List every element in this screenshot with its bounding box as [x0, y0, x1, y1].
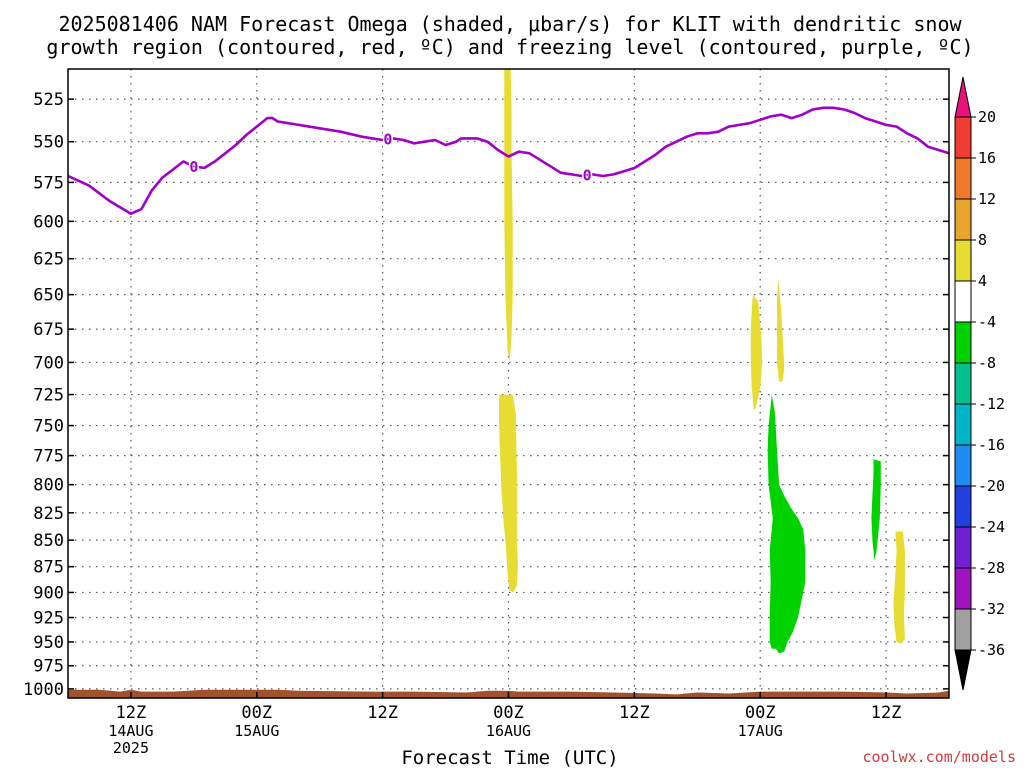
colorbar-label: -16 [978, 436, 1005, 454]
colorbar-band [954, 280, 972, 323]
colorbar-label: 20 [978, 108, 996, 126]
chart-title-line2: growth region (contoured, red, ºC) and f… [46, 35, 973, 59]
y-tick-label: 675 [33, 320, 64, 340]
colorbar: 20 16 12 8 4 -4 -8 -12 -16 -20 -24 -28 -32 -36 [954, 76, 1005, 691]
colorbar-band [954, 198, 972, 241]
colorbar-label: -24 [978, 518, 1005, 536]
freezing-level-label: 0 [583, 167, 592, 185]
colorbar-band [954, 239, 972, 282]
y-tick-label: 850 [33, 531, 64, 551]
freezing-level-label: 0 [383, 131, 392, 149]
y-tick-label: 975 [33, 657, 64, 677]
x-axis-label: Forecast Time (UTC) [401, 747, 618, 768]
colorbar-label: -12 [978, 395, 1005, 413]
freezing-level-contour: 0 0 0 [67, 106, 950, 215]
y-tick-label: 650 [33, 286, 64, 306]
colorbar-label: -36 [978, 641, 1005, 659]
y-axis-ticks: 525 550 575 600 625 650 675 700 725 750 775 800 825 8… [23, 90, 949, 700]
colorbar-band [954, 116, 972, 159]
x-tick-date: 14AUG [108, 722, 153, 740]
x-tick-date: 16AUG [486, 722, 531, 740]
x-tick-year: 2025 [113, 739, 149, 757]
omega-region [504, 69, 513, 363]
colorbar-label: 16 [978, 149, 996, 167]
x-tick-label: 00Z [745, 703, 776, 723]
omega-shading [499, 69, 905, 654]
colorbar-band [954, 157, 972, 200]
y-tick-label: 900 [33, 583, 64, 603]
y-tick-label: 775 [33, 447, 64, 467]
y-tick-label: 800 [33, 476, 64, 496]
x-tick-label: 12Z [116, 703, 147, 723]
y-tick-label: 925 [33, 609, 64, 629]
x-tick-label: 12Z [619, 703, 650, 723]
colorbar-label: -4 [978, 313, 996, 331]
y-tick-label: 550 [33, 133, 64, 153]
colorbar-under-arrow [954, 649, 972, 691]
colorbar-band [954, 567, 972, 610]
colorbar-label: -28 [978, 559, 1005, 577]
y-tick-label: 700 [33, 353, 64, 373]
x-tick-label: 12Z [367, 703, 398, 723]
credit-text: coolwx.com/models [862, 748, 1016, 766]
y-tick-label: 750 [33, 417, 64, 437]
contour-label-bg [382, 131, 393, 148]
colorbar-band [954, 444, 972, 487]
x-tick-date: 17AUG [738, 722, 783, 740]
colorbar-band [954, 526, 972, 569]
colorbar-band [954, 321, 972, 364]
colorbar-band [954, 608, 972, 651]
colorbar-label: -32 [978, 600, 1005, 618]
omega-region [499, 394, 518, 593]
y-tick-label: 600 [33, 212, 64, 232]
x-tick-date: 15AUG [234, 722, 279, 740]
y-tick-label: 625 [33, 250, 64, 270]
y-tick-label: 950 [33, 633, 64, 653]
omega-region [871, 459, 881, 561]
colorbar-over-arrow [954, 76, 972, 118]
y-tick-label: 725 [33, 386, 64, 406]
y-tick-label: 875 [33, 558, 64, 578]
y-tick-label: 825 [33, 504, 64, 524]
colorbar-band [954, 485, 972, 528]
colorbar-label: 4 [978, 272, 987, 290]
freezing-level-line [67, 106, 950, 215]
freezing-level-label: 0 [189, 158, 198, 176]
x-tick-label: 00Z [241, 703, 272, 723]
colorbar-band [954, 403, 972, 446]
contour-label-bg [582, 167, 593, 184]
colorbar-label: 12 [978, 190, 996, 208]
chart-title-line1: 2025081406 NAM Forecast Omega (shaded, μ… [58, 12, 962, 36]
y-tick-label: 1000 [23, 680, 64, 700]
y-tick-label: 525 [33, 90, 64, 110]
omega-region [777, 277, 785, 382]
x-tick-label: 00Z [493, 703, 524, 723]
omega-region [893, 531, 905, 644]
y-tick-label: 575 [33, 173, 64, 193]
x-tick-label: 12Z [871, 703, 902, 723]
colorbar-label: -8 [978, 354, 996, 372]
omega-region [750, 294, 763, 411]
contour-label-bg [188, 158, 199, 175]
colorbar-band [954, 362, 972, 405]
colorbar-label: -20 [978, 477, 1005, 495]
omega-region [767, 394, 806, 654]
colorbar-label: 8 [978, 231, 987, 249]
